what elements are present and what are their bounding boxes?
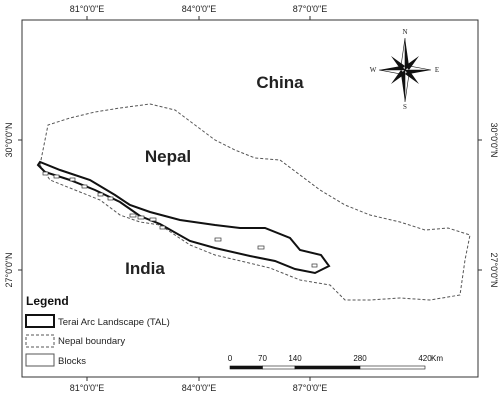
scale-segment <box>294 365 361 370</box>
compass-label: S <box>403 103 407 111</box>
tal-boundary <box>36 160 331 275</box>
scale-label: 420 <box>418 354 432 363</box>
nepal-boundary <box>39 103 471 301</box>
graticule-ticks <box>18 16 482 381</box>
compass-label: W <box>370 66 377 74</box>
place-label: China <box>256 73 304 92</box>
place-label: Nepal <box>145 147 191 166</box>
legend-title: Legend <box>26 294 69 308</box>
scale-label: 140 <box>288 354 302 363</box>
coord-label: 84°0'0"E <box>182 383 217 393</box>
scale-unit: Km <box>431 354 443 363</box>
scale-label: 280 <box>353 354 367 363</box>
blocks <box>42 171 318 268</box>
coord-label: 27°0'0"N <box>489 252 499 287</box>
legend-item: Nepal boundary <box>58 336 125 347</box>
coord-label: 81°0'0"E <box>70 383 105 393</box>
coord-label: 87°0'0"E <box>293 4 328 14</box>
coord-label: 87°0'0"E <box>293 383 328 393</box>
scale-segment <box>229 365 263 370</box>
coord-label: 30°0'0"N <box>489 122 499 157</box>
coord-label: 81°0'0"E <box>70 4 105 14</box>
legend-item: Blocks <box>58 356 86 367</box>
coord-label: 84°0'0"E <box>182 4 217 14</box>
legend-swatch <box>25 314 55 328</box>
scale-label: 70 <box>258 354 267 363</box>
coord-label: 30°0'0"N <box>4 122 14 157</box>
scale-segment <box>262 365 296 370</box>
legend-swatch <box>25 353 55 367</box>
scale-segment <box>359 365 426 370</box>
compass-rose <box>378 37 432 103</box>
scale-bar: 0 70 140 280 420 Km <box>228 354 443 370</box>
place-label: India <box>125 259 165 278</box>
scale-label: 0 <box>228 354 233 363</box>
legend-item: Terai Arc Landscape (TAL) <box>58 317 170 328</box>
compass-label: N <box>402 28 407 36</box>
coord-label: 27°0'0"N <box>4 252 14 287</box>
compass-label: E <box>435 66 439 74</box>
